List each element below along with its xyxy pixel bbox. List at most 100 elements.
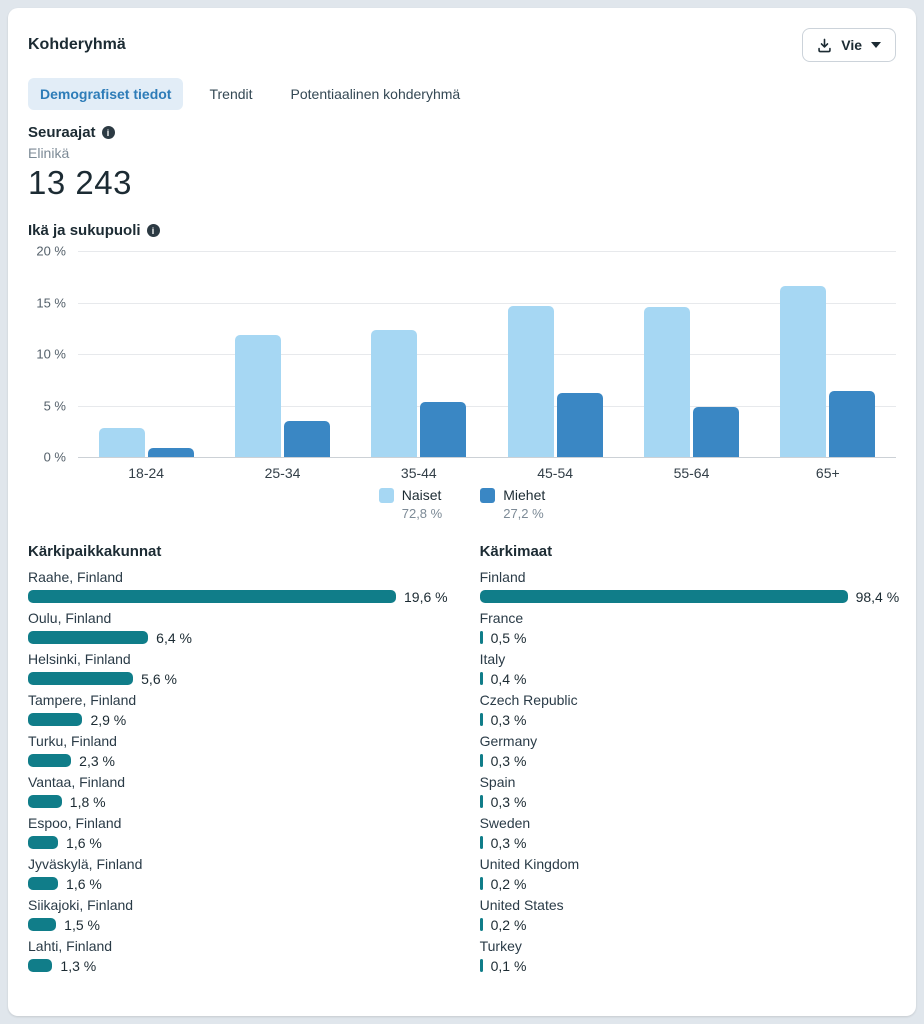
followers-metric: Seuraajat i Elinikä 13 243 bbox=[28, 124, 896, 202]
chart-legend: Naiset 72,8 % Miehet 27,2 % bbox=[28, 487, 896, 521]
top-locations-title: Kärkipaikkakunnat bbox=[28, 543, 162, 560]
age-group-18-24 bbox=[78, 251, 214, 457]
tab-potential-audience[interactable]: Potentiaalinen kohderyhmä bbox=[290, 86, 461, 102]
x-tick-label: 55-64 bbox=[673, 465, 710, 481]
y-tick-label: 5 % bbox=[43, 398, 66, 413]
country-name: Turkey bbox=[479, 938, 522, 954]
location-item: Lahti, Finland 1,3 % bbox=[28, 937, 448, 974]
legend-label: Miehet bbox=[503, 487, 546, 503]
page-title: Kohderyhmä bbox=[28, 36, 126, 53]
location-value: 2,3 % bbox=[79, 752, 115, 769]
audience-card: Kohderyhmä Vie Demografiset tiedot Trend… bbox=[8, 8, 916, 1016]
country-bar bbox=[479, 877, 483, 890]
country-name: United Kingdom bbox=[479, 856, 580, 872]
location-item: Espoo, Finland 1,6 % bbox=[28, 814, 448, 851]
gridline bbox=[78, 405, 896, 407]
age-gender-chart: 20 % 15 % 10 % 5 % 0 % bbox=[28, 244, 896, 465]
legend-percentage: 27,2 % bbox=[503, 506, 544, 521]
location-name: Turku, Finland bbox=[28, 733, 117, 749]
country-value: 0,3 % bbox=[490, 711, 527, 728]
country-bar bbox=[479, 959, 483, 972]
location-bar bbox=[28, 918, 57, 931]
top-locations-section: Kärkipaikkakunnat Raahe, Finland 19,6 % Ou… bbox=[28, 543, 448, 978]
location-name: Vantaa, Finland bbox=[28, 774, 126, 790]
location-item: Turku, Finland 2,3 % bbox=[28, 732, 448, 769]
country-bar bbox=[479, 836, 483, 849]
location-item: Helsinki, Finland 5,6 % bbox=[28, 650, 448, 687]
top-lists: Kärkipaikkakunnat Raahe, Finland 19,6 % Ou… bbox=[28, 543, 899, 978]
card-header: Kohderyhmä Vie bbox=[28, 28, 896, 62]
location-bar bbox=[28, 754, 72, 767]
export-button-label: Vie bbox=[841, 37, 862, 53]
y-tick-label: 15 % bbox=[36, 295, 66, 310]
location-name: Oulu, Finland bbox=[28, 610, 112, 626]
country-name: Germany bbox=[479, 733, 538, 749]
top-countries-section: Kärkimaat Finland 98,4 % France 0,5 % Italy 0… bbox=[479, 543, 900, 978]
location-name: Raahe, Finland bbox=[28, 569, 123, 585]
bar-miehet-25-34 bbox=[283, 420, 330, 457]
location-item: Raahe, Finland 19,6 % bbox=[28, 568, 448, 605]
country-name: Spain bbox=[479, 774, 516, 790]
location-item: Tampere, Finland 2,9 % bbox=[28, 691, 448, 728]
location-name: Tampere, Finland bbox=[28, 692, 137, 708]
country-item: Germany 0,3 % bbox=[479, 732, 900, 769]
bar-naiset-65+ bbox=[780, 286, 827, 457]
x-tick-label: 25-34 bbox=[264, 465, 301, 481]
location-name: Siikajoki, Finland bbox=[28, 897, 134, 913]
legend-swatch bbox=[378, 488, 394, 503]
country-value: 0,3 % bbox=[490, 793, 527, 810]
country-item: United Kingdom 0,2 % bbox=[479, 855, 900, 892]
location-name: Espoo, Finland bbox=[28, 815, 122, 831]
country-bar bbox=[479, 631, 483, 644]
location-value: 1,3 % bbox=[60, 957, 97, 974]
y-tick-label: 10 % bbox=[36, 346, 66, 362]
location-bar bbox=[28, 877, 59, 890]
country-value: 98,4 % bbox=[855, 588, 900, 605]
country-item: Finland 98,4 % bbox=[479, 568, 900, 605]
location-value: 5,6 % bbox=[141, 670, 177, 687]
location-value: 2,9 % bbox=[90, 711, 127, 728]
followers-label: Seuraajat bbox=[28, 124, 96, 141]
country-bar bbox=[479, 795, 483, 808]
tab-bar: Demografiset tiedot Trendit Potentiaalin… bbox=[28, 78, 896, 110]
gridline bbox=[78, 251, 896, 252]
info-icon[interactable]: i bbox=[101, 126, 115, 139]
country-name: Sweden bbox=[479, 815, 531, 831]
legend-swatch bbox=[480, 488, 496, 503]
country-value: 0,3 % bbox=[490, 752, 527, 769]
location-bar bbox=[28, 672, 134, 685]
age-group-45-54 bbox=[487, 251, 623, 457]
country-item: Turkey 0,1 % bbox=[479, 937, 900, 974]
country-name: France bbox=[479, 610, 524, 626]
info-icon[interactable]: i bbox=[146, 224, 160, 237]
export-button[interactable]: Vie bbox=[802, 28, 896, 62]
bar-miehet-65+ bbox=[829, 391, 876, 457]
top-countries-title: Kärkimaat bbox=[479, 543, 553, 560]
location-bar bbox=[28, 795, 62, 808]
country-name: Italy bbox=[479, 651, 506, 667]
bar-naiset-45-54 bbox=[507, 305, 554, 457]
tab-demographics[interactable]: Demografiset tiedot bbox=[28, 78, 184, 110]
x-axis-line bbox=[78, 457, 896, 458]
country-value: 0,2 % bbox=[490, 875, 527, 892]
location-name: Helsinki, Finland bbox=[28, 651, 131, 667]
location-bar bbox=[28, 590, 396, 603]
country-bar bbox=[479, 918, 483, 931]
location-value: 1,5 % bbox=[64, 916, 100, 933]
country-name: United States bbox=[479, 897, 564, 913]
bar-naiset-18-24 bbox=[98, 428, 145, 457]
location-name: Jyväskylä, Finland bbox=[28, 856, 143, 872]
age-group-25-34 bbox=[214, 251, 350, 457]
bar-miehet-35-44 bbox=[420, 402, 467, 457]
age-group-35-44 bbox=[351, 251, 487, 457]
gridline bbox=[78, 354, 896, 355]
bar-miehet-18-24 bbox=[147, 447, 194, 457]
bar-naiset-55-64 bbox=[643, 306, 690, 457]
location-value: 19,6 % bbox=[404, 588, 448, 605]
country-bar bbox=[479, 672, 483, 685]
gridline bbox=[78, 302, 896, 304]
x-axis-labels: 18-24 25-34 35-44 45-54 55-64 65+ bbox=[78, 465, 896, 481]
country-value: 0,4 % bbox=[490, 670, 527, 687]
country-item: Spain 0,3 % bbox=[479, 773, 900, 810]
tab-trends[interactable]: Trendit bbox=[209, 86, 253, 102]
